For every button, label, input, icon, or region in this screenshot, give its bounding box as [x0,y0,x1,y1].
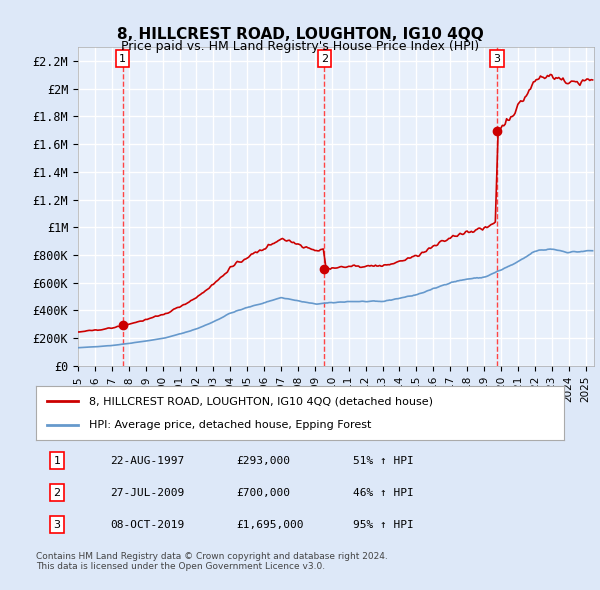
Text: 22-AUG-1997: 22-AUG-1997 [110,455,184,466]
Text: Contains HM Land Registry data © Crown copyright and database right 2024.
This d: Contains HM Land Registry data © Crown c… [36,552,388,571]
Text: HPI: Average price, detached house, Epping Forest: HPI: Average price, detached house, Eppi… [89,419,371,430]
Text: 3: 3 [53,520,61,530]
Text: 2: 2 [321,54,328,64]
Text: 46% ↑ HPI: 46% ↑ HPI [353,488,413,497]
Text: Price paid vs. HM Land Registry's House Price Index (HPI): Price paid vs. HM Land Registry's House … [121,40,479,53]
Text: 1: 1 [119,54,126,64]
Text: 1: 1 [53,455,61,466]
Text: £293,000: £293,000 [236,455,290,466]
Text: 95% ↑ HPI: 95% ↑ HPI [353,520,413,530]
Text: 8, HILLCREST ROAD, LOUGHTON, IG10 4QQ: 8, HILLCREST ROAD, LOUGHTON, IG10 4QQ [116,27,484,41]
Text: 8, HILLCREST ROAD, LOUGHTON, IG10 4QQ (detached house): 8, HILLCREST ROAD, LOUGHTON, IG10 4QQ (d… [89,396,433,407]
Text: £1,695,000: £1,695,000 [236,520,304,530]
Text: 2: 2 [53,488,61,497]
Text: 3: 3 [494,54,500,64]
Text: £700,000: £700,000 [236,488,290,497]
Text: 27-JUL-2009: 27-JUL-2009 [110,488,184,497]
Text: 08-OCT-2019: 08-OCT-2019 [110,520,184,530]
Text: 51% ↑ HPI: 51% ↑ HPI [353,455,413,466]
